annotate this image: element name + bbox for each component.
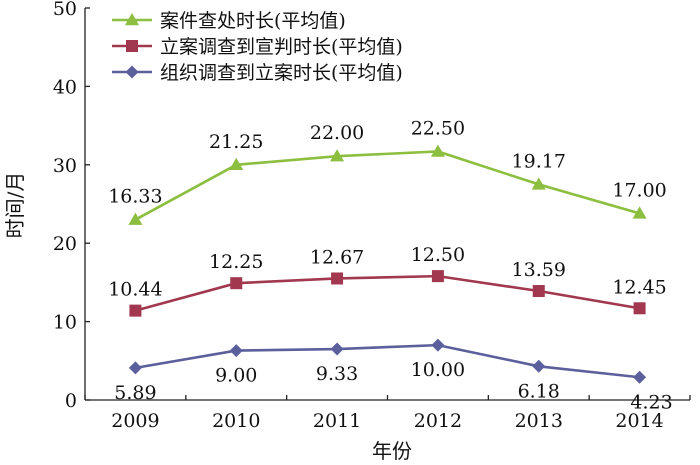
data-label: 4.23 — [630, 391, 672, 413]
x-tick-label: 2009 — [111, 410, 159, 432]
series-1-point — [330, 149, 345, 162]
data-label: 13.59 — [512, 259, 566, 281]
y-tick-label: 40 — [53, 76, 77, 98]
series-1-line — [134, 150, 640, 221]
data-label: 17.00 — [612, 179, 666, 201]
series-2-point — [230, 277, 243, 290]
legend: 案件查处时长(平均值) 立案调查到宣判时长(平均值) 组织调查到立案时长(平均值) — [112, 10, 403, 84]
data-label: 19.17 — [512, 150, 566, 172]
data-label: 12.50 — [411, 244, 465, 266]
series-2-point — [532, 285, 545, 298]
y-axis-label: 时间/月 — [3, 172, 27, 239]
series-2-line — [135, 274, 640, 312]
series-2-point — [331, 272, 344, 285]
data-labels: 16.33 21.25 22.00 22.50 19.17 17.00 10.44 12.25… — [108, 117, 673, 413]
y-tick-label: 10 — [53, 312, 77, 334]
series-3-point — [330, 342, 344, 356]
series-2-point — [129, 304, 142, 317]
data-label: 9.00 — [215, 365, 257, 387]
legend-marker — [126, 40, 138, 52]
legend-label: 立案调查到宣判时长(平均值) — [160, 36, 403, 58]
data-label: 6.18 — [518, 380, 560, 402]
series-1 — [128, 144, 647, 225]
legend-marker — [125, 65, 139, 79]
data-label: 12.67 — [310, 246, 364, 268]
legend-item-3: 组织调查到立案时长(平均值) — [112, 62, 403, 84]
y-tick-label: 30 — [53, 155, 77, 177]
series-3-point — [128, 361, 142, 375]
data-label: 22.00 — [310, 122, 364, 144]
y-tick-label: 50 — [53, 0, 77, 20]
legend-label: 案件查处时长(平均值) — [160, 10, 346, 32]
series-1-point — [229, 157, 244, 171]
data-label: 10.00 — [411, 359, 465, 381]
legend-label: 组织调查到立案时长(平均值) — [160, 62, 403, 84]
y-tick-label: 0 — [65, 390, 77, 412]
x-tick-label: 2013 — [515, 410, 563, 432]
series-3-point — [431, 338, 445, 352]
series-1-point — [531, 177, 546, 190]
series-3-point — [532, 359, 546, 373]
series-3-point — [633, 370, 647, 384]
x-tick-label: 2010 — [212, 410, 260, 432]
series-3 — [128, 338, 647, 384]
legend-item-1: 案件查处时长(平均值) — [112, 10, 346, 32]
series-1-point — [632, 206, 647, 219]
data-label: 5.89 — [114, 382, 156, 404]
series-1-point — [128, 212, 143, 225]
x-axis-label: 年份 — [372, 439, 412, 463]
legend-item-2: 立案调查到宣判时长(平均值) — [112, 36, 403, 58]
data-label: 21.25 — [209, 131, 263, 153]
axes: 0 10 20 30 40 50 2009 2010 2011 2012 2013 2014 — [53, 0, 691, 432]
series-2 — [129, 270, 646, 317]
legend-marker — [125, 13, 139, 26]
x-tick-label: 2014 — [615, 410, 663, 432]
data-label: 12.25 — [209, 251, 263, 273]
data-label: 10.44 — [108, 279, 162, 301]
series-layer — [128, 144, 647, 384]
data-label: 9.33 — [316, 363, 358, 385]
data-label: 22.50 — [411, 117, 465, 139]
data-label: 16.33 — [108, 186, 162, 208]
data-label: 12.45 — [612, 276, 666, 298]
series-1-point — [430, 144, 445, 157]
series-3-line — [135, 343, 640, 379]
y-tick-label: 20 — [53, 233, 77, 255]
series-3-point — [229, 344, 243, 358]
series-2-point — [431, 270, 444, 283]
series-2-point — [633, 302, 646, 315]
x-tick-label: 2012 — [414, 410, 462, 432]
x-tick-label: 2011 — [313, 410, 361, 432]
